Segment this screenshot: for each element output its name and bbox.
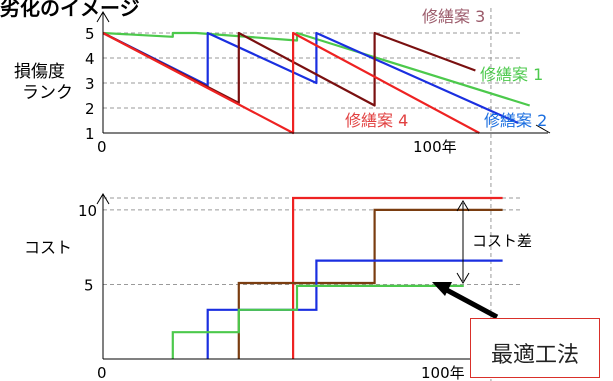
damage-rank-ylabel-line2: ランク bbox=[22, 83, 73, 103]
cost-line-cost_brown bbox=[237, 208, 503, 359]
cost-difference-arrowhead-top bbox=[456, 200, 470, 212]
cost-line-plan2 bbox=[206, 259, 503, 359]
cost-line-plan4 bbox=[292, 196, 503, 359]
cost-ytick-5: 5 bbox=[84, 276, 94, 294]
damage-rank-ytick-4: 4 bbox=[85, 50, 95, 68]
damage-rank-series bbox=[102, 31, 531, 135]
damage-rank-xtick-100: 100年 bbox=[413, 138, 457, 156]
damage-rank-line-plan2 bbox=[102, 31, 519, 125]
damage-rank-ytick-1: 1 bbox=[85, 125, 95, 143]
cost-ytick-10: 10 bbox=[78, 202, 97, 220]
optimal-method-callout: 最適工法 bbox=[470, 318, 600, 378]
cost-series bbox=[171, 196, 503, 359]
optimal-pointer-arrowhead bbox=[432, 282, 452, 296]
cost-ylabel: コスト bbox=[24, 238, 72, 257]
repair-plan-label-plan3: 修繕案 3 bbox=[422, 7, 485, 26]
repair-plan-label-plan4: 修繕案 4 bbox=[345, 111, 408, 130]
damage-rank-line-plan3 bbox=[102, 31, 476, 107]
optimal-pointer-arrow bbox=[441, 285, 499, 320]
optimal-method-label: 最適工法 bbox=[490, 343, 579, 368]
damage-rank-ytick-2: 2 bbox=[85, 100, 95, 118]
damage-rank-line-plan1 bbox=[102, 31, 531, 107]
cost-tick-labels: 5 10 0 100年 bbox=[78, 202, 465, 381]
cost-xtick-100: 100年 bbox=[421, 364, 465, 381]
damage-rank-axes bbox=[96, 11, 551, 134]
cost-chart: 5 10 0 100年 コスト コスト差 bbox=[24, 193, 551, 381]
damage-rank-tick-labels: 1 2 3 4 5 0 100年 bbox=[85, 25, 457, 156]
damage-rank-ytick-5: 5 bbox=[85, 25, 95, 43]
cost-line-plan1 bbox=[171, 284, 464, 359]
damage-rank-y-arrowhead bbox=[96, 11, 110, 23]
damage-rank-xtick-0: 0 bbox=[97, 138, 107, 156]
repair-plan-label-plan2: 修繕案 2 bbox=[484, 111, 547, 130]
cost-xtick-0: 0 bbox=[97, 364, 107, 381]
repair-plan-labels: 修繕案 1 修繕案 2 修繕案 3 修繕案 4 bbox=[345, 7, 547, 130]
cost-y-arrowhead bbox=[96, 193, 110, 205]
damage-rank-line-plan4 bbox=[102, 31, 480, 135]
cost-difference-arrowhead-bottom bbox=[456, 272, 470, 284]
damage-rank-ylabel-line1: 損傷度 bbox=[14, 62, 65, 82]
damage-rank-x-arrowhead bbox=[535, 124, 551, 134]
repair-plan-label-plan1: 修繕案 1 bbox=[480, 65, 543, 84]
cost-difference-label: コスト差 bbox=[472, 232, 532, 250]
damage-rank-chart: 1 2 3 4 5 0 100年 損傷度 ランク 修繕案 1 修繕案 2 修繕案 3 修繕案 4 bbox=[14, 7, 551, 381]
damage-rank-ytick-3: 3 bbox=[85, 75, 95, 93]
